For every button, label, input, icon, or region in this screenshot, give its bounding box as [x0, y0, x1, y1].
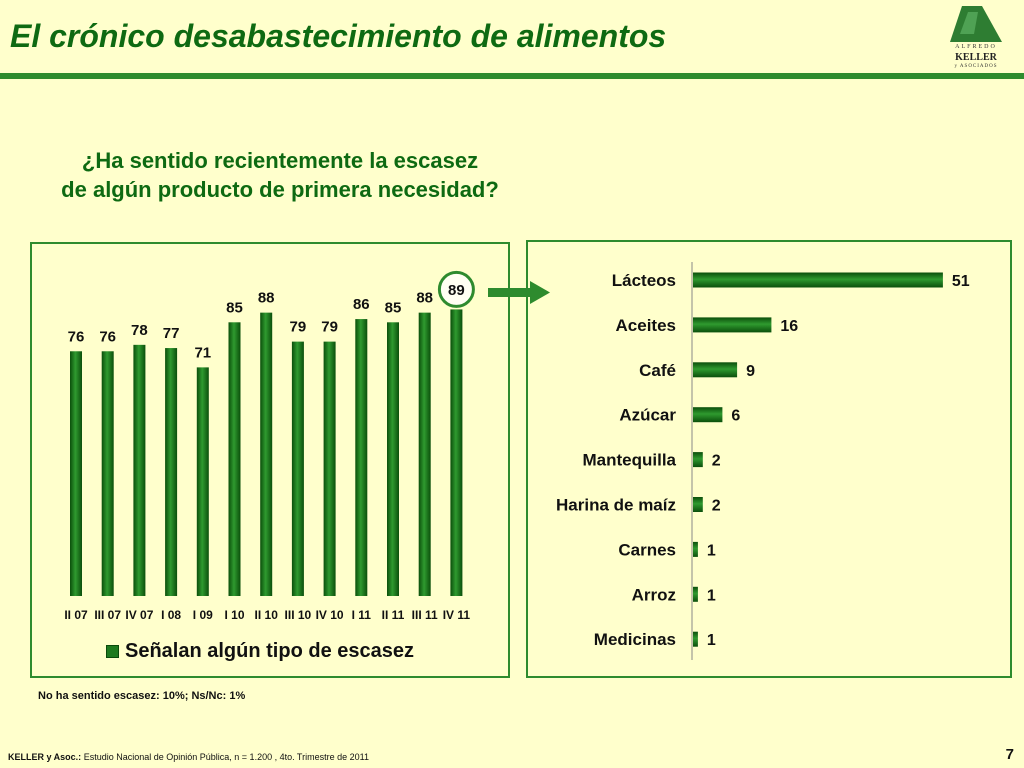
product-label: Medicinas — [594, 630, 676, 649]
source-text: Estudio Nacional de Opinión Pública, n =… — [83, 752, 369, 762]
trend-bar — [418, 312, 431, 596]
trend-tick-label: III 11 — [412, 608, 438, 622]
logo-line-3: y ASOCIADOS — [954, 64, 998, 69]
product-bar — [693, 586, 698, 602]
trend-value-label: 86 — [353, 296, 370, 313]
trend-bar — [450, 309, 463, 596]
product-bar — [693, 317, 772, 333]
trend-value-label: 71 — [194, 344, 211, 361]
trend-bar — [323, 341, 336, 596]
highlight-circle — [437, 270, 475, 308]
trend-tick-label: III 10 — [285, 608, 312, 622]
product-value-label: 1 — [707, 632, 716, 649]
product-label: Carnes — [618, 540, 676, 559]
product-bar — [693, 631, 698, 647]
product-bar — [693, 541, 698, 557]
trend-bar — [355, 319, 368, 596]
product-label: Café — [639, 361, 676, 380]
product-bar — [693, 497, 703, 512]
products-chart-panel — [526, 240, 1012, 678]
trend-bar — [70, 351, 82, 596]
trend-value-label: 76 — [68, 328, 85, 345]
trend-bar — [260, 312, 273, 596]
trend-tick-label: III 07 — [94, 608, 121, 622]
survey-question: ¿Ha sentido recientemente la escasez de … — [20, 146, 540, 204]
trend-value-label: 88 — [416, 290, 433, 307]
trend-bars: 76 II 07 76 III 07 78 IV 07 77 I 08 71 I 09 85 I 10… — [64, 270, 475, 622]
company-logo: ALFREDO KELLER y ASOCIADOS — [944, 4, 1008, 72]
trend-tick-label: II 10 — [255, 608, 279, 622]
header-divider — [0, 73, 1024, 79]
logo-line-1: ALFREDO — [955, 44, 997, 50]
trend-bar — [228, 322, 241, 596]
product-value-label: 6 — [731, 408, 740, 425]
product-label: Harina de maíz — [556, 496, 676, 515]
product-value-label: 1 — [707, 542, 716, 559]
trend-tick-label: IV 10 — [316, 608, 344, 622]
trend-value-label: 85 — [385, 299, 402, 316]
logo-mark-icon — [950, 6, 1002, 42]
trend-tick-label: I 09 — [193, 608, 213, 622]
product-value-label: 2 — [712, 453, 721, 470]
trend-tick-label: I 11 — [352, 608, 372, 622]
page-title: El crónico desabastecimiento de alimento… — [10, 18, 667, 54]
trend-bar — [133, 344, 146, 596]
product-value-label: 2 — [712, 498, 721, 515]
trend-value-label: 88 — [258, 290, 275, 307]
trend-bar — [291, 341, 304, 596]
product-bar — [693, 272, 943, 288]
product-value-label: 16 — [780, 318, 798, 335]
page-number: 7 — [1005, 746, 1014, 763]
trend-value-label: 85 — [226, 299, 243, 316]
product-bar — [693, 362, 738, 378]
trend-tick-label: II 11 — [382, 608, 405, 622]
logo-line-2: KELLER — [955, 52, 997, 63]
product-label: Mantequilla — [582, 451, 676, 470]
trend-tick-label: IV 11 — [443, 608, 471, 622]
source-org: KELLER y Asoc.: — [8, 752, 82, 762]
trend-tick-label: IV 07 — [125, 608, 153, 622]
trend-value-label: 78 — [131, 322, 148, 339]
product-label: Aceites — [616, 316, 676, 335]
product-value-label: 9 — [746, 363, 755, 380]
question-line-2: de algún producto de primera necesidad? — [61, 177, 499, 202]
trend-bar — [165, 348, 178, 596]
callout-arrow — [488, 281, 550, 304]
product-label: Azúcar — [619, 406, 676, 425]
trend-value-label: 89 — [448, 282, 465, 299]
trend-value-label: 77 — [163, 325, 180, 342]
trend-value-label: 76 — [99, 328, 116, 345]
trend-tick-label: I 08 — [161, 608, 181, 622]
footnote: No ha sentido escasez: 10%; Ns/Nc: 1% — [38, 690, 246, 702]
trend-value-label: 79 — [290, 319, 307, 336]
trend-bar — [387, 322, 399, 596]
product-label: Arroz — [632, 585, 676, 604]
trend-value-label: 79 — [321, 319, 338, 336]
legend-label: Señalan algún tipo de escasez — [125, 640, 414, 662]
trend-tick-label: I 10 — [224, 608, 244, 622]
product-bars: Lácteos 51 Aceites 16 Café 9 Azúcar 6 Mantequill… — [556, 262, 970, 660]
trend-tick-label: II 07 — [64, 608, 88, 622]
legend-swatch — [106, 645, 119, 658]
chart-legend: Señalan algún tipo de escasez — [106, 640, 414, 663]
product-bar — [693, 452, 703, 468]
product-value-label: 51 — [952, 273, 970, 290]
product-label: Lácteos — [612, 271, 676, 290]
product-value-label: 1 — [707, 587, 716, 604]
question-line-1: ¿Ha sentido recientemente la escasez — [81, 148, 479, 173]
source-note: KELLER y Asoc.: Estudio Nacional de Opin… — [8, 752, 369, 762]
trend-bar — [101, 351, 114, 596]
product-bar — [693, 407, 723, 423]
trend-bar — [196, 367, 209, 596]
